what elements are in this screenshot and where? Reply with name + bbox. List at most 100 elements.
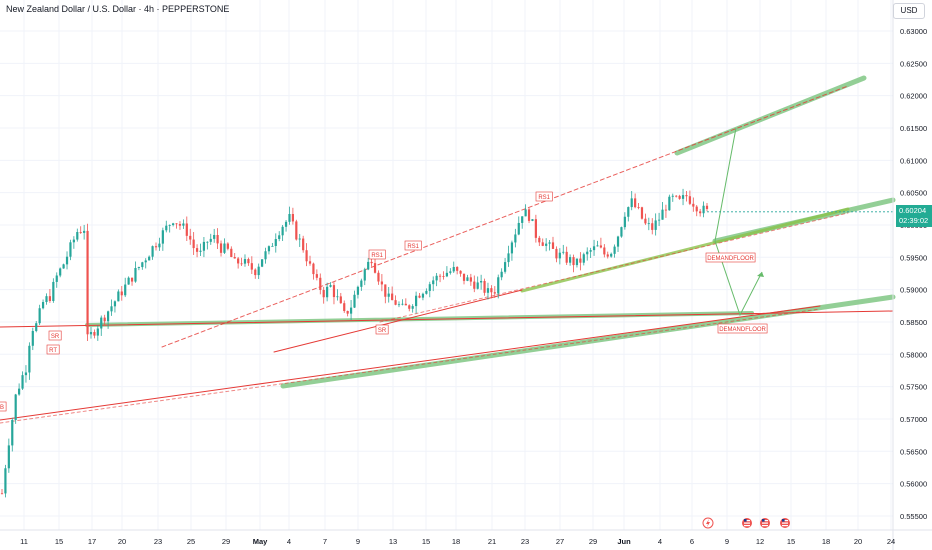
candle-body (384, 284, 387, 297)
candle (79, 226, 82, 234)
candle-body (630, 198, 633, 208)
candle-body (480, 280, 483, 283)
time-tick-label: 21 (488, 537, 496, 546)
candle-body (18, 388, 21, 395)
candle-body (503, 262, 507, 272)
price-tick-label: 0.61500 (900, 124, 927, 133)
candle-body (486, 288, 490, 293)
candle (216, 228, 219, 250)
candle-body (113, 301, 117, 307)
candle-body (397, 304, 401, 306)
candle-body (315, 274, 318, 278)
candle-body (271, 245, 274, 247)
candle (616, 235, 620, 252)
candle (476, 276, 479, 290)
candle (637, 203, 640, 210)
candle (182, 219, 185, 229)
time-tick-label: 6 (690, 537, 694, 546)
candle-body (373, 263, 377, 273)
candle-body (230, 248, 233, 257)
candle (62, 263, 65, 269)
candle (185, 216, 188, 242)
candle-body (456, 266, 459, 271)
candle (267, 245, 271, 255)
time-tick-label: Jun (617, 537, 631, 546)
candle-body (661, 209, 664, 220)
currency-button[interactable]: USD (893, 3, 925, 19)
candle (620, 226, 623, 238)
candle (175, 223, 178, 229)
candle-body (103, 317, 106, 322)
candle (490, 285, 493, 299)
label-rs1-b: RS1 (404, 240, 422, 251)
candle-body (562, 251, 565, 253)
candle (264, 247, 267, 264)
candle (151, 245, 154, 260)
candle (189, 228, 192, 245)
candle (349, 300, 353, 320)
label-b-box (0, 401, 7, 412)
candle-body (189, 235, 192, 240)
candle-body (178, 224, 182, 226)
candle (599, 237, 603, 249)
candle-body (209, 238, 212, 242)
candle-body (267, 246, 271, 252)
candle (661, 202, 664, 220)
chart-labels: B SR RT RS1 RS1 SR RS1 DEMANDFLOOR DEMANDFLOOR (0, 191, 768, 412)
candle (500, 268, 503, 281)
candle-body (89, 332, 93, 335)
candle-body (685, 195, 688, 197)
candle-body (257, 266, 260, 276)
us-flag-event-icon (760, 518, 770, 528)
candle-body (637, 207, 640, 208)
time-axis[interactable]: 11 15 17 20 23 25 29 May 4 7 9 13 15 18 21 23 27 29 Jun 4 6 9… (0, 529, 932, 546)
candle (55, 272, 58, 288)
candle (284, 220, 288, 232)
candle-body (124, 284, 127, 296)
candle (124, 277, 127, 298)
candle-body (353, 294, 356, 308)
candle (462, 273, 466, 285)
candle (425, 288, 428, 295)
candle-body (575, 258, 579, 266)
time-tick-label: 15 (422, 537, 430, 546)
candle (579, 252, 582, 271)
label-rs1-b-box (404, 240, 422, 251)
candle (596, 240, 599, 247)
price-tick-label: 0.56500 (900, 447, 927, 456)
us-flag-event-icon-stripe (782, 522, 788, 524)
candle (678, 194, 681, 200)
candle (295, 219, 298, 241)
candle-body (233, 256, 236, 259)
candle-body (250, 263, 253, 270)
candle (326, 282, 329, 302)
candle-body (336, 296, 339, 298)
candle (486, 282, 490, 300)
label-b-text: B (0, 405, 4, 411)
candle (219, 240, 223, 257)
candle-body (541, 242, 544, 246)
candle (86, 223, 89, 341)
candle (449, 268, 452, 275)
candle (110, 299, 113, 316)
candle-body (538, 237, 541, 243)
candle-body (182, 223, 185, 226)
candle-body (21, 375, 24, 389)
candle-body (692, 203, 695, 207)
candle (480, 274, 483, 290)
candle-body (312, 263, 315, 275)
label-rt: RT (46, 344, 60, 355)
candle (452, 261, 455, 273)
candle-body (24, 372, 28, 376)
candle (288, 206, 291, 225)
time-tick-label: 15 (787, 537, 795, 546)
candle-body (370, 261, 373, 264)
price-axis[interactable]: 0.63000 0.62500 0.62000 0.61500 0.61000 0.605… (892, 0, 927, 550)
us-flag-event-icon-stripe (762, 522, 768, 524)
candle-body (579, 258, 582, 263)
candle-body (555, 248, 558, 259)
label-rt-box (46, 344, 60, 355)
candle-body (360, 280, 363, 287)
candle-body (120, 291, 123, 296)
